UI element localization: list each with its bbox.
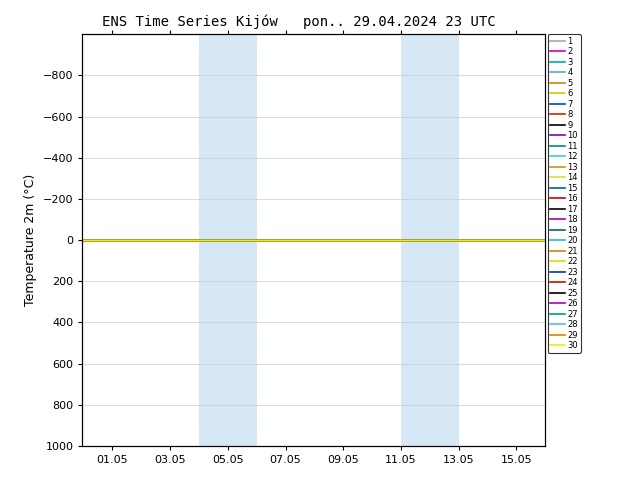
Legend: 1, 2, 3, 4, 5, 6, 7, 8, 9, 10, 11, 12, 13, 14, 15, 16, 17, 18, 19, 20, 21, 22, 2: 1, 2, 3, 4, 5, 6, 7, 8, 9, 10, 11, 12, 1… [548, 34, 581, 353]
Bar [199, 34, 257, 446]
Bar [401, 34, 458, 446]
Y-axis label: Temperature 2m (°C): Temperature 2m (°C) [24, 174, 37, 306]
Text: pon.. 29.04.2024 23 UTC: pon.. 29.04.2024 23 UTC [303, 15, 496, 29]
Text: ENS Time Series Kijów: ENS Time Series Kijów [102, 15, 278, 29]
